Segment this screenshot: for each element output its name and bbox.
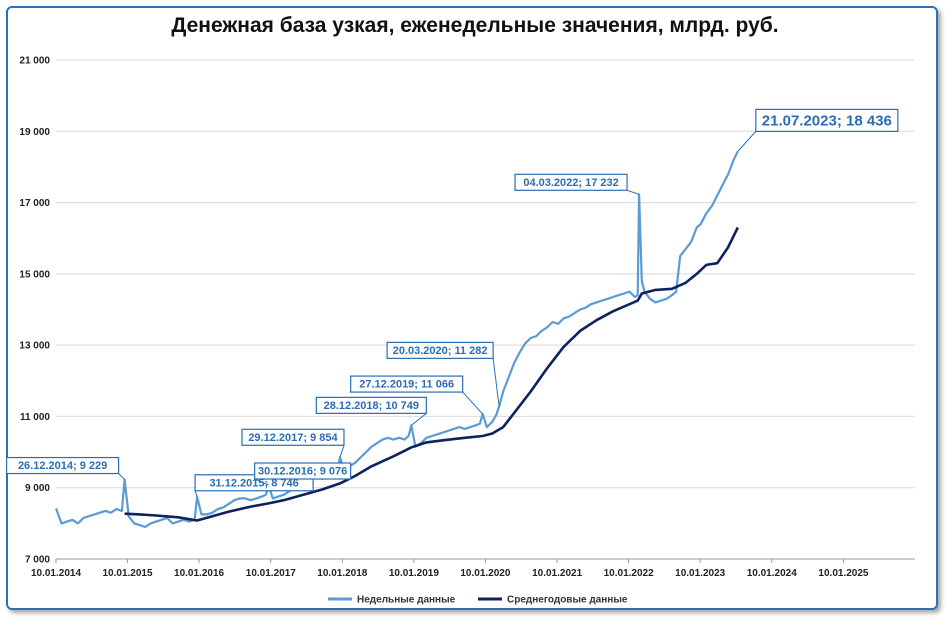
legend-weekly: Недельные данные — [328, 595, 456, 606]
annotation-leader — [411, 412, 427, 426]
annotation-text: 20.03.2020; 11 282 — [393, 345, 488, 357]
y-tick-label: 9 000 — [25, 483, 50, 494]
y-tick-label: 7 000 — [25, 555, 50, 566]
annotation-leader — [737, 131, 757, 152]
grid-lines — [56, 59, 915, 560]
legend-label: Среднегодовые данные — [507, 595, 628, 606]
x-tick-label: 10.01.2021 — [532, 568, 582, 579]
annotation-box — [755, 108, 899, 132]
x-tick-label: 10.01.2017 — [246, 568, 296, 579]
annotation-box — [254, 462, 352, 480]
annotation-label: 20.03.2020; 11 282 — [386, 341, 500, 407]
annotation-text: 21.07.2023; 18 436 — [762, 112, 892, 129]
x-tick-label: 10.01.2015 — [103, 568, 153, 579]
legend: Недельные данные Среднегодовые данные — [328, 595, 628, 606]
x-tick-label: 10.01.2020 — [460, 568, 510, 579]
annotation-leader — [118, 473, 125, 480]
x-tick-label: 10.01.2018 — [317, 568, 367, 579]
annotation-box — [386, 341, 494, 359]
annotation-label: 04.03.2022; 17 232 — [514, 173, 640, 195]
series-lines — [54, 150, 739, 529]
annotation-label: 26.12.2014; 9 229 — [5, 456, 125, 480]
annotation-text: 31.12.2015; 8 746 — [209, 477, 298, 489]
annual-average-series-line — [124, 226, 739, 522]
annotation-label: 29.12.2017; 9 854 — [241, 428, 345, 458]
annotation-text: 28.12.2018; 10 749 — [324, 400, 419, 412]
x-axis-ticks: 10.01.2014 10.01.2015 10.01.2016 10.01.2017… — [31, 559, 869, 579]
y-axis-ticks: 7 000 9 000 11 000 13 000 15 000 17 000 19 000… — [19, 56, 50, 566]
annotation-text: 04.03.2022; 17 232 — [523, 177, 618, 189]
x-tick-label: 10.01.2019 — [389, 568, 439, 579]
annotation-leader — [492, 358, 500, 407]
annotation-text: 26.12.2014; 9 229 — [18, 460, 107, 472]
y-tick-label: 21 000 — [19, 56, 50, 67]
annotation-leader — [626, 189, 640, 195]
x-tick-label: 10.01.2025 — [818, 568, 868, 579]
annotation-text: 27.12.2019; 11 066 — [359, 379, 454, 391]
x-tick-label: 10.01.2016 — [174, 568, 224, 579]
x-tick-label: 10.01.2024 — [747, 568, 797, 579]
annotation-leader — [339, 445, 345, 458]
y-tick-label: 19 000 — [19, 127, 50, 138]
x-tick-label: 10.01.2022 — [604, 568, 654, 579]
annotation-box — [5, 456, 120, 475]
x-tick-label: 10.01.2023 — [675, 568, 725, 579]
y-tick-label: 13 000 — [19, 341, 50, 352]
annotation-box — [241, 428, 345, 446]
annotation-label: 28.12.2018; 10 749 — [315, 396, 427, 426]
x-tick-label: 10.01.2014 — [31, 568, 81, 579]
annotation-leader — [194, 490, 198, 497]
annotation-leader — [254, 478, 269, 486]
chart-title: Денежная база узкая, еженедельные значен… — [171, 14, 779, 37]
annotation-label: 27.12.2019; 11 066 — [350, 375, 484, 415]
annotation-leader — [462, 391, 484, 415]
annotation-text: 30.12.2016; 9 076 — [258, 466, 347, 478]
annotation-label: 21.07.2023; 18 436 — [737, 108, 899, 152]
annotation-box — [315, 396, 427, 414]
annotation-text: 29.12.2017; 9 854 — [248, 432, 338, 444]
chart-frame — [6, 6, 938, 610]
annotation-label: 30.12.2016; 9 076 — [254, 462, 352, 486]
y-tick-label: 17 000 — [19, 198, 50, 209]
legend-label: Недельные данные — [357, 595, 456, 606]
annotation-box — [514, 173, 628, 191]
weekly-series-line — [54, 150, 739, 529]
legend-annual: Среднегодовые данные — [478, 595, 628, 606]
y-tick-label: 15 000 — [19, 269, 50, 280]
annotations: 26.12.2014; 9 229 31.12.2015; 8 74630.12.… — [5, 108, 899, 497]
annotation-box — [350, 375, 464, 393]
y-tick-label: 11 000 — [20, 412, 50, 423]
